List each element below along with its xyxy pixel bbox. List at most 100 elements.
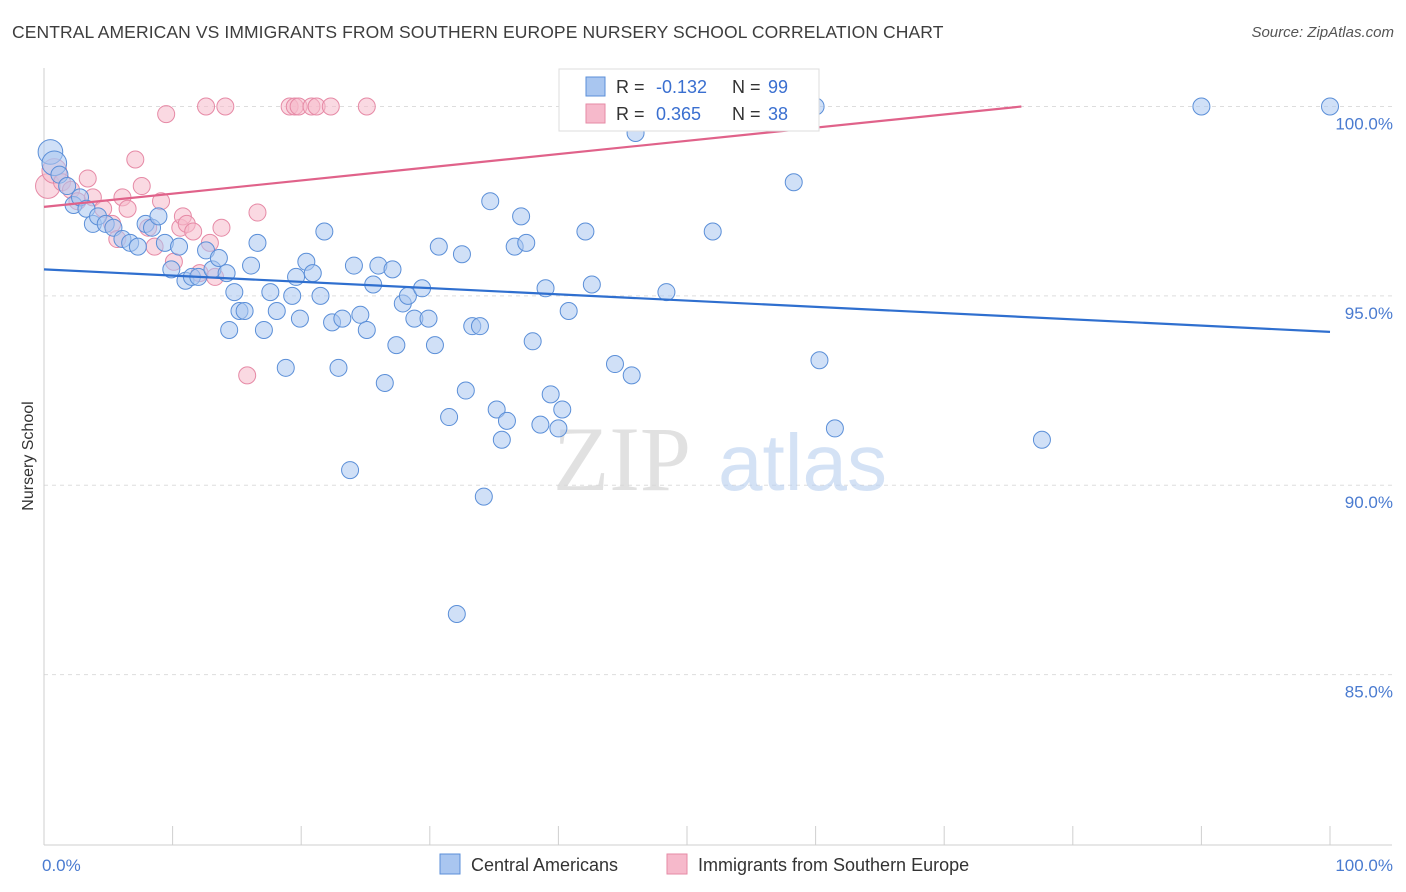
data-point [341,461,360,480]
data-point [58,177,77,196]
data-point [209,248,228,267]
data-point [452,245,471,264]
stats-legend-n-value-2: 38 [768,104,788,124]
data-point [128,237,147,256]
data-point [118,199,137,218]
data-point [553,400,572,419]
data-point [497,411,516,430]
stats-legend-n-value-1: 99 [768,77,788,97]
data-point [220,320,239,339]
y-axis-tick-labels: 100.0% 95.0% 90.0% 85.0% [1335,115,1393,702]
data-point [429,237,448,256]
data-point [375,373,394,392]
data-point [517,233,536,252]
data-point [303,264,322,283]
data-point [512,207,531,226]
data-point [254,320,273,339]
data-point [329,358,348,377]
x-tick-label-max: 100.0% [1335,856,1393,875]
y-tick-label: 90.0% [1345,493,1393,512]
data-point [78,169,97,188]
stats-legend-n-label-1: N = [732,77,761,97]
data-point [344,256,363,275]
data-point [283,286,302,305]
y-axis-label: Nursery School [20,401,37,510]
data-point [132,177,151,196]
watermark: ZIP atlas [553,408,887,510]
data-point [261,283,280,302]
data-point [474,487,493,506]
data-point [531,415,550,434]
data-point [383,260,402,279]
stats-legend-r-label-2: R = [616,104,645,124]
data-point [622,366,641,385]
y-tick-label: 95.0% [1345,304,1393,323]
data-point [541,385,560,404]
data-point [825,419,844,438]
data-point [576,222,595,241]
data-point [333,309,352,328]
data-point [216,97,235,116]
trend-line-central-americans [43,268,1331,333]
grid-lines [44,106,1392,676]
stats-legend-swatch-blue [585,76,606,97]
series-immigrants-southern-europe [35,97,376,385]
data-point [212,218,231,237]
data-point [1321,97,1339,116]
data-point [810,351,829,370]
data-point [242,256,261,275]
data-point [456,381,475,400]
data-point [126,150,145,169]
series-central-americans [37,97,1339,623]
data-point [170,237,189,256]
legend-swatch-central-americans [439,853,461,875]
series-legend: Central Americans Immigrants from Southe… [439,853,969,875]
data-point [1032,430,1051,449]
data-point [582,275,601,294]
data-point [605,355,624,374]
data-point [357,97,376,116]
legend-label-central-americans: Central Americans [471,855,618,875]
data-point [248,233,267,252]
trend-line-immigrants-southern-europe [43,105,1022,208]
x-axis-ticks [43,826,1331,845]
data-point [470,317,489,336]
watermark-zip: ZIP [553,408,691,510]
data-point [784,173,803,192]
data-point [487,400,506,419]
data-point [523,332,542,351]
data-point [157,105,176,124]
data-point [248,203,267,222]
data-point [481,192,500,211]
data-point [311,286,330,305]
data-point [238,366,257,385]
y-tick-label: 100.0% [1335,115,1393,134]
data-point [440,408,459,427]
data-point [184,222,203,241]
data-point [351,305,370,324]
chart-title: CENTRAL AMERICAN VS IMMIGRANTS FROM SOUT… [12,22,944,42]
data-point [419,309,438,328]
data-point [1192,97,1211,116]
data-point [703,222,722,241]
y-tick-label: 85.0% [1345,683,1393,702]
data-point [149,207,168,226]
legend-label-immigrants-southern-europe: Immigrants from Southern Europe [698,855,969,875]
data-point [425,336,444,355]
source-credit: Source: ZipAtlas.com [1251,24,1394,41]
data-point [657,283,676,302]
data-point [387,336,406,355]
data-point [447,604,466,623]
stats-legend-swatch-pink [585,103,606,124]
data-point [235,302,254,321]
stats-legend-r-value-2: 0.365 [656,104,701,124]
data-point [357,320,376,339]
stats-legend-r-label-1: R = [616,77,645,97]
data-point [267,302,286,321]
data-point [162,260,181,279]
data-point [492,430,511,449]
watermark-atlas: atlas [718,418,887,507]
data-point [290,309,309,328]
data-point [225,283,244,302]
